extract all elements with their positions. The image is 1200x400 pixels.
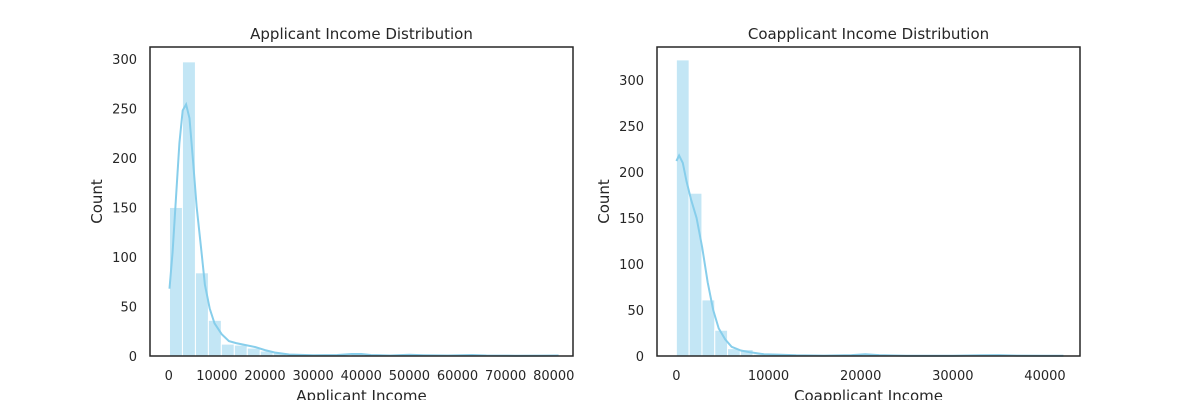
x-tick-label: 50000 [389,369,430,384]
chart-title: Coapplicant Income Distribution [748,25,989,43]
y-tick-label: 100 [619,258,644,273]
y-tick-label: 0 [129,350,137,365]
x-tick-label: 0 [165,369,173,384]
x-tick-label: 60000 [437,369,478,384]
x-tick-label: 80000 [533,369,574,384]
y-tick-label: 250 [619,120,644,135]
y-tick-label: 150 [112,201,137,216]
y-tick-label: 150 [619,212,644,227]
x-tick-label: 10000 [196,369,237,384]
x-tick-label: 0 [672,369,680,384]
y-tick-label: 100 [112,251,137,266]
histogram-bar [194,272,209,357]
x-tick-label: 30000 [292,369,333,384]
y-tick-label: 50 [120,300,137,315]
y-tick-label: 200 [112,152,137,167]
x-tick-label: 20000 [244,369,285,384]
kde-curve [168,101,559,357]
y-tick-label: 300 [619,74,644,89]
y-tick-label: 250 [112,102,137,117]
chart-title: Applicant Income Distribution [250,25,473,43]
histogram-bar [168,206,183,357]
y-tick-label: 200 [619,166,644,181]
histogram-bar [675,59,690,357]
y-axis-label: Count [88,179,106,224]
x-tick-label: 70000 [485,369,526,384]
histogram-bar [246,347,261,357]
x-tick-label: 20000 [840,369,881,384]
plot-frame [149,46,574,357]
x-axis-label: Coapplicant Income [794,387,943,400]
y-axis-label: Count [595,179,613,224]
histogram-bar [233,344,248,357]
x-axis-label: Applicant Income [296,387,426,400]
plot-frame [656,46,1081,357]
y-tick-label: 0 [636,350,644,365]
x-tick-label: 40000 [341,369,382,384]
histogram-bar [220,343,235,357]
histogram-bar [207,319,222,357]
chart-panel-1: 0 10000 20000 30000 40000 50000 60000 70000 8000… [88,25,574,400]
x-tick-label: 40000 [1024,369,1065,384]
kde-curve [675,153,1064,357]
x-tick-label: 10000 [748,369,789,384]
chart-panel-2: 0 10000 20000 30000 40000 0 50 100 150 200 250 300 C… [595,25,1081,400]
x-tick-label: 30000 [932,369,973,384]
y-tick-label: 50 [627,304,644,319]
y-tick-label: 300 [112,53,137,68]
